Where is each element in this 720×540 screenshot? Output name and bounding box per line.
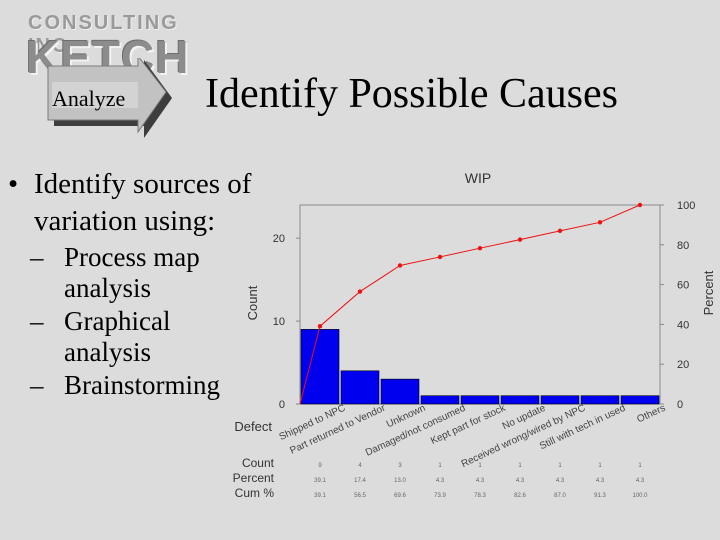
table-cell: 1	[438, 463, 442, 469]
table-cell: 4.3	[596, 478, 605, 484]
table-cell: 17.4	[354, 478, 366, 484]
table-cell: 69.6	[394, 493, 406, 499]
table-row-label: Count	[242, 456, 275, 470]
cumulative-point	[397, 263, 403, 268]
cumulative-point	[317, 323, 323, 329]
bullet-text: Identify sources of variation using:	[34, 168, 252, 237]
y-axis-label: Count	[245, 285, 260, 320]
bar	[380, 378, 420, 405]
bullet-item: • Identify sources of variation using:	[8, 166, 258, 240]
table-cell: 39.1	[314, 478, 326, 484]
cumulative-point	[557, 228, 563, 234]
bar	[300, 329, 340, 405]
cumulative-line	[299, 204, 641, 405]
sub-bullet-item: – Process map analysis	[8, 242, 258, 304]
cumulative-point	[637, 202, 643, 208]
y2-tick-label: 20	[677, 359, 689, 371]
bullet-list: • Identify sources of variation using: –…	[8, 166, 258, 401]
dash-icon: –	[30, 306, 44, 336]
table-cell: 9	[318, 463, 322, 469]
dash-icon: –	[30, 242, 44, 272]
table-cell: 4.3	[556, 478, 565, 484]
y2-tick-label: 80	[677, 240, 689, 252]
sub-bullet-item: – Graphical analysis	[8, 306, 258, 368]
y-tick-label: 20	[273, 233, 285, 245]
dash-icon: –	[30, 370, 44, 400]
y-tick-label: 0	[279, 399, 285, 411]
y2-tick-label: 40	[677, 319, 689, 331]
table-cell: 4.3	[476, 478, 485, 484]
table-cell: 1	[518, 463, 522, 469]
bar	[420, 395, 460, 405]
phase-arrow-icon	[47, 58, 172, 138]
table-cell: 100.0	[632, 493, 648, 499]
y2-tick-label: 100	[677, 200, 695, 212]
bar	[580, 395, 620, 405]
phase-label: Analyze	[52, 86, 126, 111]
x-axis-label: Defect	[234, 419, 272, 434]
table-cell: 56.5	[354, 493, 366, 499]
cumulative-point	[477, 245, 483, 251]
table-cell: 39.1	[314, 493, 326, 499]
table-cell: 1	[478, 463, 482, 469]
table-cell: 4.3	[636, 478, 645, 484]
y2-axis-label: Percent	[701, 270, 716, 315]
table-cell: 1	[638, 463, 642, 469]
bar	[500, 395, 540, 405]
bar	[620, 395, 660, 405]
table-row-label: Cum %	[235, 486, 275, 500]
table-cell: 1	[598, 463, 602, 469]
cumulative-point	[517, 237, 523, 242]
sub-bullet-text: Graphical analysis	[64, 306, 171, 367]
sub-bullet-text: Brainstorming	[64, 370, 220, 400]
table-cell: 4	[358, 463, 362, 469]
table-cell: 91.3	[594, 493, 606, 499]
table-cell: 82.6	[514, 493, 526, 499]
bar	[340, 370, 380, 405]
y2-tick-label: 0	[677, 399, 683, 411]
y2-tick-label: 60	[677, 280, 689, 292]
category-label: Others	[635, 403, 667, 426]
table-cell: 1	[558, 463, 562, 469]
table-cell: 4.3	[516, 478, 525, 484]
y-tick-label: 10	[273, 316, 285, 328]
sub-bullet-text: Process map analysis	[64, 242, 200, 303]
chart-title: WIP	[465, 170, 491, 186]
bar	[460, 395, 500, 405]
slide-title: Identify Possible Causes	[205, 71, 618, 117]
bar	[540, 395, 580, 405]
table-cell: 4.3	[436, 478, 445, 484]
sub-bullet-item: – Brainstorming	[8, 370, 258, 401]
bullet-dot-icon: •	[8, 168, 19, 200]
table-cell: 87.0	[554, 493, 566, 499]
cumulative-point	[437, 254, 443, 260]
cumulative-point	[357, 289, 363, 294]
table-cell: 3	[398, 463, 402, 469]
logo-tagline: CONSULTING INC	[28, 12, 179, 57]
table-cell: 73.9	[434, 493, 446, 499]
table-row-label: Percent	[233, 471, 275, 485]
table-cell: 13.0	[394, 478, 406, 484]
cumulative-point	[597, 220, 603, 225]
table-cell: 78.3	[474, 493, 486, 499]
